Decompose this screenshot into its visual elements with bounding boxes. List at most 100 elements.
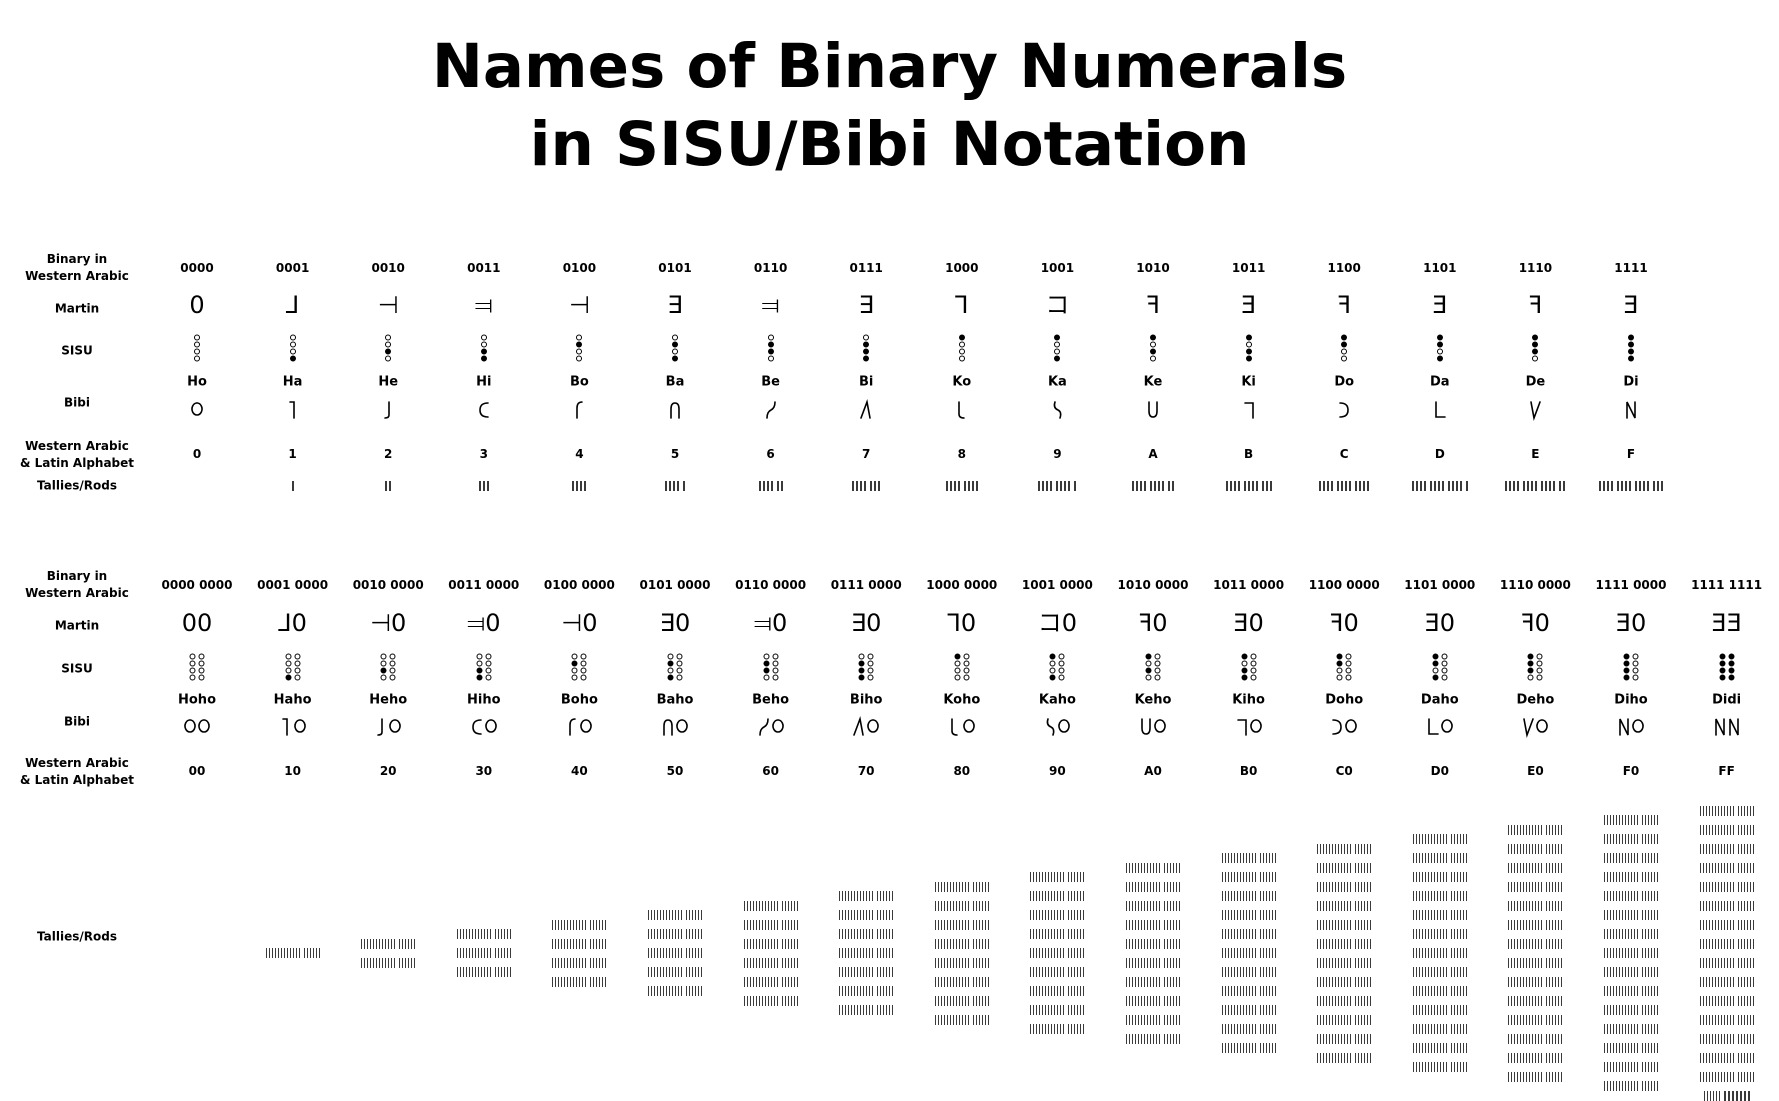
bibi-cell: [859, 399, 873, 420]
tally-line: [1030, 872, 1085, 882]
bibi-stroke: [1536, 719, 1549, 733]
tally-bundle: [1737, 957, 1754, 968]
tally-bundle: [1546, 957, 1563, 968]
sisu-column: [772, 653, 779, 681]
sisu-dot: [1432, 660, 1439, 667]
sisu-dot: [194, 341, 200, 348]
sisu-cell: [1054, 334, 1061, 362]
sisu-column: [1632, 653, 1639, 681]
bibi-symbol: [1619, 718, 1644, 736]
tally-cell: [1411, 481, 1468, 491]
tally-rod: [1359, 481, 1362, 491]
bibi-symbol: [281, 718, 306, 736]
tally-line: [1412, 986, 1467, 996]
tally-rod: [1549, 481, 1552, 491]
tally-rod: [1661, 481, 1663, 491]
tally-rod: [852, 481, 855, 491]
tally-rod: [1136, 481, 1138, 491]
sisu-dots: [476, 653, 492, 681]
tally-bundle: [1604, 910, 1638, 920]
tally-line: [291, 481, 294, 491]
sisu-column: [1241, 653, 1248, 681]
bibi-cell: [190, 400, 204, 420]
tally-bundle: [1068, 948, 1085, 958]
sisu-dots: [1623, 653, 1639, 681]
tally-bundle: [1508, 881, 1543, 892]
tally-group: [1355, 481, 1370, 491]
tally-bundle: [552, 938, 587, 949]
sisu-column: [1532, 334, 1539, 362]
sisu-dot: [1436, 348, 1443, 355]
tally-line: [934, 1014, 989, 1025]
tally-line: [1319, 481, 1370, 491]
tally-bundle: [1642, 986, 1658, 996]
tally-bundle: [1030, 967, 1065, 977]
tally-bundle: [1642, 1062, 1658, 1072]
tally-bundle: [934, 919, 969, 930]
tally-line: [1317, 843, 1372, 854]
sisu-dot: [1728, 667, 1735, 674]
sisu-column: [1145, 653, 1152, 681]
tally-bundle: [1221, 929, 1256, 939]
tally-line: [1604, 967, 1658, 977]
tally-bundle: [1546, 862, 1563, 873]
tally-stack: [648, 910, 702, 996]
tally-bundle: [1546, 919, 1563, 930]
bibi-name: Da: [1430, 374, 1450, 390]
sisu-dot: [672, 334, 678, 341]
sisu-dot: [571, 667, 578, 674]
sisu-dot: [863, 341, 870, 348]
sisu-dot: [1532, 355, 1539, 362]
bibi-name: Didi: [1712, 692, 1742, 708]
tally-bundle: [743, 919, 778, 930]
tally-group: [1429, 481, 1444, 491]
tally-bundle: [1546, 881, 1563, 892]
tally-bundle: [972, 900, 989, 911]
bibi-name: Biho: [849, 692, 883, 708]
bibi-stroke: [853, 716, 864, 736]
sisu-dots: [863, 334, 870, 362]
sisu-dot: [858, 667, 865, 674]
tally-bundle: [1412, 1005, 1447, 1015]
tally-line: [552, 957, 607, 968]
tally-stack: [456, 929, 511, 977]
tally-bundle: [1355, 843, 1372, 854]
western-numeral: 00: [188, 764, 206, 778]
tally-bundle: [1259, 948, 1276, 958]
tally-rods: [291, 481, 294, 491]
martin-numeral: ꓶ: [955, 291, 969, 319]
tally-rods: [478, 481, 489, 491]
tally-bundle: [1259, 853, 1276, 863]
tally-bundle: [1737, 862, 1754, 873]
binary-value: 0100: [562, 261, 597, 275]
sisu-dot: [1436, 334, 1443, 341]
western-numeral: 20: [379, 764, 397, 778]
tally-cell: [1319, 481, 1370, 491]
martin-numeral: ꟻ: [1337, 291, 1352, 319]
tally-cell: [1599, 481, 1663, 491]
sisu-dot: [1623, 667, 1630, 674]
bibi-cell: [1043, 717, 1071, 737]
tally-line: [1699, 976, 1754, 987]
bibi-symbol: [1332, 719, 1357, 735]
tally-bundle: [839, 986, 874, 996]
tally-rod: [1731, 1090, 1734, 1101]
binary-value: 1000: [945, 261, 979, 275]
bibi-symbol: [1236, 719, 1262, 736]
sisu-dots: [1145, 653, 1161, 681]
tally-rod: [776, 481, 779, 491]
tally-line: [743, 938, 798, 949]
sisu-dot: [189, 667, 196, 674]
tally-rods: [1261, 481, 1272, 491]
martin-numeral: Ǝ0: [1615, 609, 1647, 637]
sisu-cell: [667, 653, 683, 681]
tally-bundle: [1355, 995, 1372, 1006]
tally-rod: [580, 481, 583, 491]
tally-bundle: [1450, 1062, 1467, 1072]
western-numeral: D: [1434, 447, 1445, 461]
tally-rods: [870, 481, 881, 491]
tally-line: [934, 900, 989, 911]
sisu-dot: [672, 348, 678, 355]
tally-line: [1508, 1052, 1563, 1063]
martin-numeral: ⫤: [761, 291, 780, 319]
